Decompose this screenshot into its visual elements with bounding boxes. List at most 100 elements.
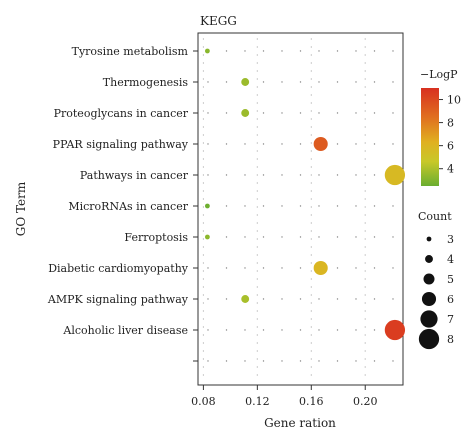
- grid-dot: [310, 182, 312, 184]
- grid-dot: [256, 134, 258, 136]
- grid-dot: [256, 206, 258, 208]
- grid-dot: [364, 326, 366, 328]
- grid-dot: [202, 38, 204, 40]
- data-point: [241, 295, 250, 303]
- grid-dot: [256, 166, 258, 168]
- grid-dot: [244, 236, 246, 238]
- grid-dot: [310, 278, 312, 280]
- grid-dot: [310, 374, 312, 376]
- y-tick-label: Ferroptosis: [124, 231, 188, 244]
- grid-dot: [299, 267, 302, 269]
- grid-dot: [256, 198, 258, 200]
- grid-dot: [364, 270, 366, 272]
- grid-dot: [256, 182, 258, 184]
- grid-dot: [202, 238, 204, 240]
- grid-dot: [225, 267, 228, 269]
- grid-dot: [318, 298, 320, 300]
- grid-dot: [202, 70, 204, 72]
- grid-dot: [299, 329, 302, 331]
- grid-dot: [392, 112, 394, 114]
- grid-dot: [281, 360, 283, 362]
- grid-dot: [364, 342, 366, 344]
- size-legend-label: 8: [447, 333, 454, 346]
- grid-dot: [207, 298, 209, 300]
- grid-dot: [299, 236, 302, 238]
- grid-dot: [364, 334, 366, 336]
- x-tick-label: 0.08: [191, 395, 216, 408]
- grid-dot: [336, 81, 339, 83]
- size-legend-label: 6: [447, 293, 454, 306]
- grid-dot: [225, 298, 228, 300]
- grid-dot: [373, 298, 376, 300]
- grid-dot: [364, 246, 366, 248]
- y-tick-label: Proteoglycans in cancer: [54, 107, 189, 120]
- grid-dot: [355, 143, 357, 145]
- grid-dot: [310, 366, 312, 368]
- grid-dot: [256, 238, 258, 240]
- grid-dot: [202, 254, 204, 256]
- grid-dot: [225, 236, 228, 238]
- grid-dot: [392, 81, 394, 83]
- grid-dot: [202, 142, 204, 144]
- grid-dot: [364, 206, 366, 208]
- grid-dot: [202, 214, 204, 216]
- grid-dot: [262, 267, 265, 269]
- grid-dot: [373, 174, 376, 176]
- grid-dot: [310, 230, 312, 232]
- grid-dot: [310, 126, 312, 128]
- data-points: [205, 48, 406, 341]
- grid-dot: [364, 310, 366, 312]
- grid-dot: [310, 150, 312, 152]
- grid-dot: [244, 205, 246, 207]
- grid-dot: [364, 350, 366, 352]
- grid-dot: [256, 150, 258, 152]
- y-axis-labels: Tyrosine metabolism Thermogenesis Proteogl…: [47, 45, 198, 362]
- grid-dot: [310, 190, 312, 192]
- grid-dot: [225, 174, 228, 176]
- grid-dot: [364, 174, 366, 176]
- grid-dot: [336, 50, 339, 52]
- grid-dot: [207, 143, 209, 145]
- grid-dot: [373, 267, 376, 269]
- grid-dot: [310, 262, 312, 264]
- y-tick-label: Pathways in cancer: [80, 169, 189, 182]
- grid-dot: [336, 143, 339, 145]
- grid-dot: [310, 142, 312, 144]
- size-legend-label: 7: [447, 313, 454, 326]
- grid-dot: [318, 360, 320, 362]
- size-legend-dot: [423, 273, 435, 285]
- grid-dot: [364, 366, 366, 368]
- grid-dot: [364, 102, 366, 104]
- size-legend-dot: [421, 291, 437, 307]
- grid-dot: [310, 358, 312, 360]
- grid-dot: [310, 294, 312, 296]
- grid-dot: [310, 246, 312, 248]
- grid-dot: [202, 174, 204, 176]
- grid-dot: [299, 143, 302, 145]
- grid-dot: [225, 205, 228, 207]
- grid-dot: [310, 222, 312, 224]
- grid-dot: [202, 342, 204, 344]
- grid-dot: [364, 142, 366, 144]
- grid-dot: [202, 118, 204, 120]
- grid-dot: [364, 358, 366, 360]
- grid-dot: [364, 166, 366, 168]
- grid-dot: [262, 112, 265, 114]
- size-legend-dot: [418, 328, 440, 350]
- grid-dot: [355, 267, 357, 269]
- grid-dot: [336, 298, 339, 300]
- grid-dot: [256, 286, 258, 288]
- grid-dot: [281, 298, 283, 300]
- grid-dot: [364, 278, 366, 280]
- grid-dot: [202, 150, 204, 152]
- grid-dot: [202, 302, 204, 304]
- grid-dot: [256, 350, 258, 352]
- grid-dot: [262, 174, 265, 176]
- grid-dot: [262, 81, 265, 83]
- size-legend-label: 5: [447, 273, 454, 286]
- grid-dot: [373, 81, 376, 83]
- grid-dot: [225, 360, 228, 362]
- grid-dot: [355, 329, 357, 331]
- grid-dot: [392, 50, 394, 52]
- y-tick-label: Diabetic cardiomyopathy: [48, 262, 189, 275]
